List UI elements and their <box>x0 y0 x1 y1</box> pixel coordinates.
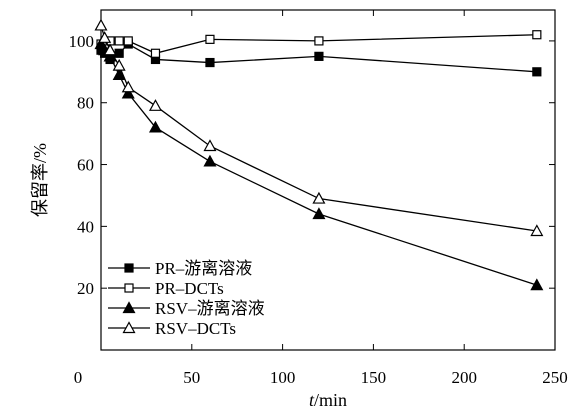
data-point <box>121 86 135 99</box>
data-point <box>94 18 108 31</box>
data-point <box>121 80 135 93</box>
legend-item: PR–游离溶液 <box>108 259 252 278</box>
x-tick-label: 100 <box>270 368 296 387</box>
plot-frame <box>100 9 556 351</box>
legend-label: PR–游离溶液 <box>155 259 252 278</box>
data-point <box>112 58 126 71</box>
x-tick-label: 250 <box>542 368 568 387</box>
data-point <box>148 99 162 111</box>
data-point <box>148 120 162 133</box>
data-point <box>205 57 215 68</box>
y-tick-label: 60 <box>77 156 94 175</box>
y-tick-label: 80 <box>77 94 94 113</box>
legend-label: RSV–游离溶液 <box>155 299 265 318</box>
data-point <box>532 67 542 77</box>
legend-label: PR–DCTs <box>155 279 224 298</box>
data-point <box>312 207 326 220</box>
data-point <box>203 139 217 152</box>
legend-item: RSV–DCTs <box>108 319 236 338</box>
data-point <box>205 34 215 44</box>
data-point <box>112 68 126 81</box>
axis-ticks: 0 50 100 150 200 250 20 40 60 80 100 <box>69 10 568 387</box>
data-point <box>312 191 326 204</box>
data-point <box>98 31 112 43</box>
legend-marker <box>122 321 136 334</box>
x-tick-label: 200 <box>451 368 477 387</box>
data-point <box>203 154 217 167</box>
legend-marker <box>124 263 134 273</box>
data-point <box>530 224 544 237</box>
data-point <box>314 36 324 46</box>
y-tick-label: 100 <box>69 32 95 51</box>
series-group <box>94 18 544 291</box>
data-point <box>314 51 324 61</box>
series-4 <box>94 18 544 237</box>
x-axis-title-variable: t <box>309 390 315 410</box>
series-3 <box>94 37 544 291</box>
data-point <box>114 48 124 58</box>
data-point <box>532 30 542 40</box>
x-tick-label: 150 <box>361 368 387 387</box>
y-axis-title: 保留率/% <box>30 143 50 217</box>
x-axis-title: t/min <box>309 390 347 410</box>
data-point <box>114 36 124 46</box>
legend-item: PR–DCTs <box>108 279 224 298</box>
data-point <box>150 48 161 58</box>
y-tick-label: 20 <box>77 279 94 298</box>
x-tick-label: 0 <box>74 368 83 387</box>
x-tick-label: 50 <box>183 368 200 387</box>
y-tick-label: 40 <box>77 217 94 236</box>
legend-item: RSV–游离溶液 <box>108 299 265 318</box>
x-axis-title-unit: /min <box>314 390 347 410</box>
legend-marker <box>124 283 134 293</box>
data-point <box>103 43 117 56</box>
series-line <box>100 43 538 286</box>
legend-label: RSV–DCTs <box>155 319 236 338</box>
legend-marker <box>122 301 136 314</box>
data-point <box>123 36 133 46</box>
data-point <box>530 278 544 291</box>
